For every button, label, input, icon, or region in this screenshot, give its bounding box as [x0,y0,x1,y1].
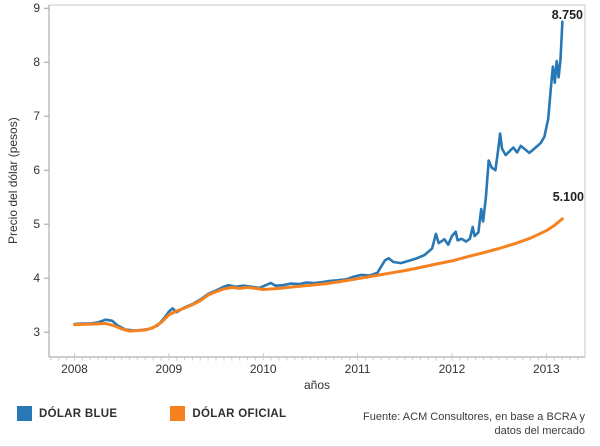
x-tick-label: 2013 [533,362,560,376]
legend: DÓLAR BLUE DÓLAR OFICIAL [17,406,286,421]
end-value-label: 8.750 [552,8,583,22]
source-line-1: Fuente: ACM Consultores, en base a BCRA … [363,411,585,423]
y-axis-title: Precio del dólar (pesos) [6,117,20,245]
legend-item-dolar-blue: DÓLAR BLUE [17,406,117,421]
y-tick-label: 3 [33,325,40,339]
x-tick-label: 2009 [155,362,182,376]
dolar-oficial-swatch-icon [170,406,186,421]
y-tick-label: 8 [33,55,40,69]
x-axis-title: años [303,378,331,392]
x-tick-label: 2010 [250,362,277,376]
x-tick-label: 2011 [345,362,371,376]
chart-canvas: 2008 2009 2010 2011 2012 2013 3 4 5 6 7 8 9 8.750 5.10… [33,1,586,376]
legend-label-dolar-oficial: DÓLAR OFICIAL [192,407,287,420]
y-tick-label: 9 [33,1,40,15]
legend-label-dolar-blue: DÓLAR BLUE [39,407,118,420]
source-line-2: datos del mercado [494,424,586,437]
legend-item-dolar-oficial: DÓLAR OFICIAL [170,406,286,421]
y-tick-label: 6 [33,163,40,177]
y-tick-label: 5 [33,217,40,231]
source-attribution: Fuente: ACM Consultores, en base a BCRA … [363,411,585,438]
dolar-blue-swatch-icon [17,406,32,421]
series-line-d-lar-oficial [73,217,564,333]
end-value-label: 5.100 [553,190,584,204]
y-tick-label: 7 [33,109,40,123]
y-tick-label: 4 [33,271,40,285]
x-tick-label: 2008 [61,362,88,376]
x-tick-label: 2012 [439,362,466,376]
